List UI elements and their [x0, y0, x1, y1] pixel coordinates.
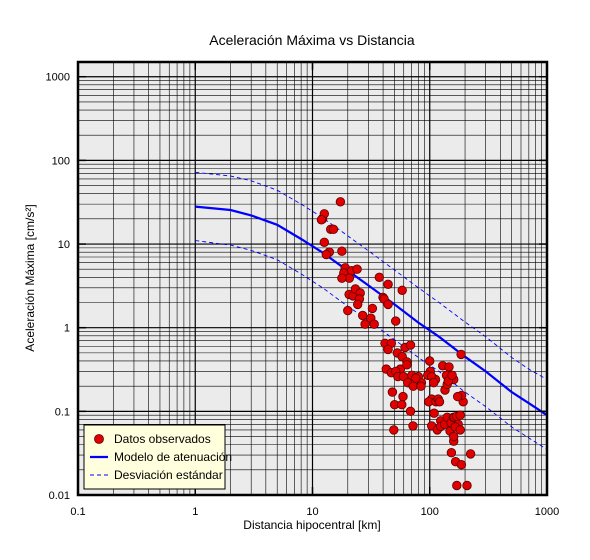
data-point	[374, 272, 385, 283]
data-point	[453, 391, 463, 402]
data-point	[408, 421, 418, 431]
data-point	[316, 215, 327, 225]
data-point	[391, 316, 401, 326]
legend-label-model: Modelo de atenuación	[114, 450, 232, 464]
legend-label-deviation: Desviación estándar	[114, 468, 223, 482]
y-tick-label: 0.01	[49, 490, 70, 502]
legend: Datos observados Modelo de atenuación De…	[83, 424, 232, 490]
series-layer	[195, 171, 548, 491]
data-point	[358, 310, 368, 321]
legend-label-points: Datos observados	[114, 432, 211, 446]
data-point	[446, 448, 457, 458]
data-point	[383, 279, 393, 290]
data-point	[337, 246, 347, 256]
data-point	[387, 387, 398, 397]
data-point	[335, 197, 346, 207]
data-point	[397, 285, 407, 296]
data-point	[455, 410, 465, 420]
data-point	[434, 397, 445, 407]
data-point	[383, 299, 393, 310]
x-axis-title: Distancia hipocentral [km]	[243, 518, 380, 532]
data-point	[397, 400, 407, 410]
data-point	[429, 408, 439, 418]
data-point	[456, 460, 467, 470]
data-point	[411, 373, 421, 383]
y-tick-label: 1	[64, 323, 70, 335]
data-point	[369, 319, 379, 329]
data-point	[360, 319, 370, 329]
data-point	[449, 431, 459, 442]
data-point	[389, 425, 399, 435]
data-point	[383, 344, 393, 355]
deviation-line-3	[195, 240, 548, 450]
data-point	[429, 378, 439, 388]
data-point	[337, 273, 347, 283]
data-point	[319, 237, 330, 248]
x-tick-label: 1	[192, 506, 198, 518]
data-point	[455, 425, 465, 435]
x-tick-label: 1000	[535, 506, 559, 518]
data-point	[367, 303, 378, 314]
data-point	[408, 381, 418, 391]
data-point	[352, 264, 362, 274]
y-tick-label: 1000	[46, 72, 70, 84]
grid	[77, 62, 547, 496]
x-tick-label: 100	[421, 506, 439, 518]
data-point	[353, 299, 363, 310]
data-point	[328, 224, 339, 235]
data-point	[398, 391, 408, 402]
data-point	[321, 249, 332, 260]
y-tick-label: 0.1	[55, 406, 70, 418]
x-tick-label: 0.1	[70, 506, 85, 518]
y-tick-label: 100	[52, 155, 70, 167]
data-point	[462, 480, 472, 491]
legend-marker-points	[94, 434, 104, 444]
data-point	[425, 356, 435, 366]
chart-title: Aceleración Máxima vs Distancia	[209, 32, 415, 48]
data-point	[452, 480, 462, 491]
data-point	[444, 362, 454, 372]
data-point	[405, 406, 416, 417]
y-axis-title: Aceleración Máxima [cm/s²]	[23, 204, 37, 351]
data-point	[402, 360, 412, 370]
y-tick-label: 10	[58, 239, 70, 251]
data-point	[416, 381, 426, 391]
x-tick-label: 10	[306, 506, 318, 518]
data-point	[456, 349, 466, 360]
data-point	[405, 340, 416, 350]
data-point	[447, 370, 457, 381]
data-point	[465, 449, 476, 459]
deviation-line-2	[195, 171, 548, 380]
data-point	[343, 305, 353, 316]
